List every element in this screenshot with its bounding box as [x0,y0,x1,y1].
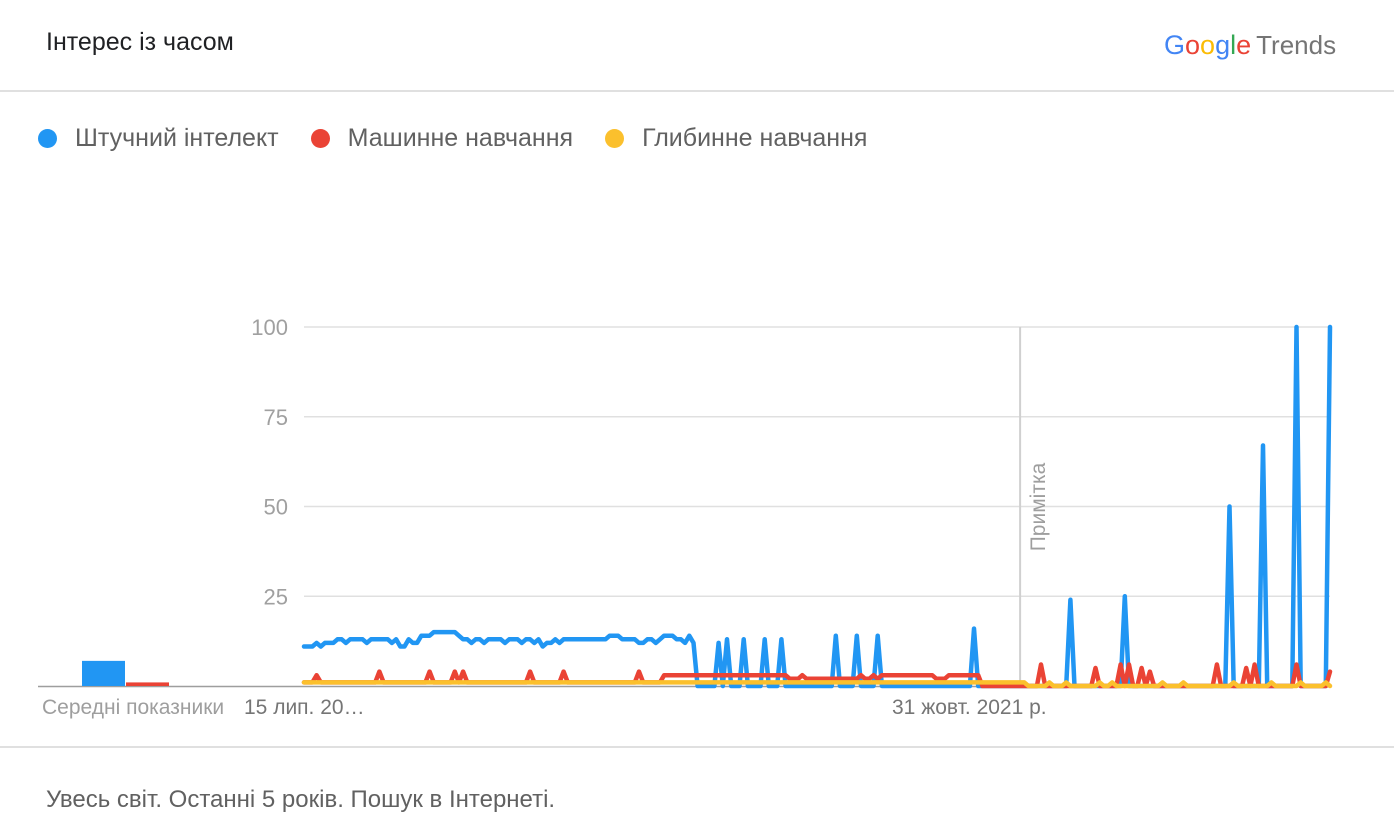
footer-note: Увесь світ. Останні 5 років. Пошук в Інт… [46,786,556,813]
chart-header: Інтерес із часом Google Trends [0,0,1394,92]
brand-letter: o [1185,30,1201,60]
legend-label: Штучний інтелект [75,124,279,152]
legend-dot-icon [605,129,625,148]
trends-wordmark: Trends [1256,30,1337,60]
y-tick-label: 25 [264,584,288,609]
brand-letter: e [1236,30,1252,60]
legend-label: Глибинне навчання [642,124,868,152]
brand-letter: l [1230,30,1237,60]
annotation-label: Примітка [1027,462,1050,551]
brand-letter: G [1164,30,1186,60]
y-tick-label: 75 [264,405,288,430]
legend-dot-icon [38,129,57,148]
legend-dot-icon [310,129,330,148]
series-line [301,680,1333,689]
averages-label: Середні показники [42,696,224,719]
y-tick-label: 50 [264,495,288,520]
brand-letter: g [1215,30,1231,60]
google-trends-logo[interactable]: Google Trends [1164,30,1336,61]
footer-divider [0,746,1394,748]
average-bar [82,660,125,686]
interest-over-time-chart: 100 75 50 25 Примітка Середні показники 15 лип… [38,315,1333,719]
average-bar [126,682,169,686]
google-wordmark: Google [1164,30,1251,60]
legend-label: Машинне навчання [347,124,574,152]
legend-item[interactable]: Штучний інтелект [38,124,279,153]
brand-letter: o [1200,30,1216,60]
legend-item[interactable]: Машинне навчання [310,124,574,153]
y-tick-label: 100 [251,315,288,340]
x-tick-label: 15 лип. 20… [244,696,365,719]
x-tick-label: 31 жовт. 2021 р. [892,696,1047,719]
page-title: Інтерес із часом [46,28,234,56]
chart-legend: Штучний інтелект Машинне навчання Глибинне… [38,124,899,153]
legend-item[interactable]: Глибинне навчання [605,124,867,153]
